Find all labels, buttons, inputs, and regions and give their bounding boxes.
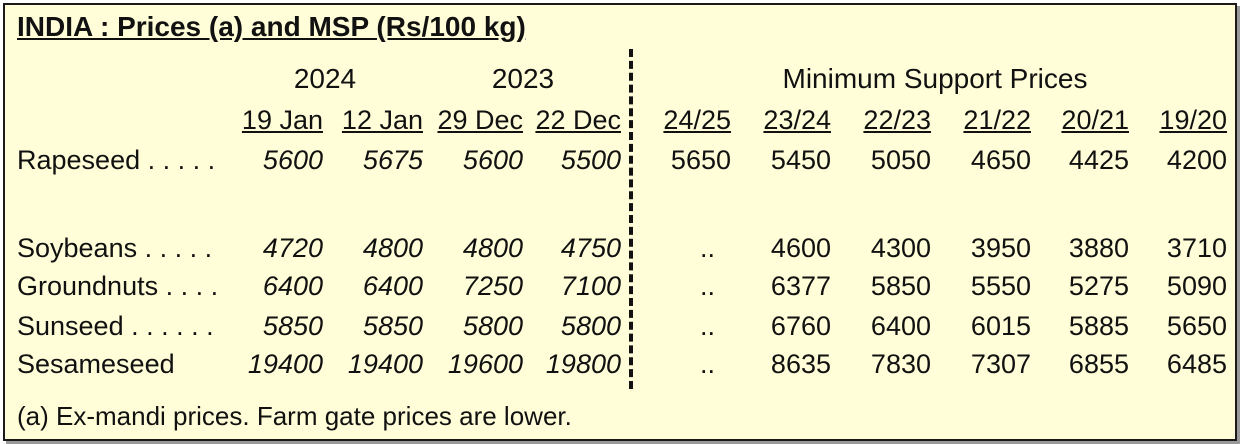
row-label: Soybeans . . . . . — [17, 233, 213, 263]
footnote: (a) Ex-mandi prices. Farm gate prices ar… — [17, 401, 572, 431]
price-cell: 4800 — [362, 233, 423, 263]
msp-cell: 6855 — [1068, 349, 1129, 379]
price-cell: 19400 — [347, 349, 423, 379]
price-cell: 19400 — [247, 349, 323, 379]
msp-cell: 7830 — [870, 349, 931, 379]
msp-column-header: 23/24 — [763, 105, 831, 135]
msp-cell: 4200 — [1166, 145, 1227, 175]
row-label: Sunseed . . . . . . — [17, 311, 214, 341]
msp-cell: 5050 — [870, 145, 931, 175]
msp-cell: 5650 — [670, 145, 731, 175]
price-cell: 5850 — [362, 311, 423, 341]
price-cell: 4800 — [462, 233, 523, 263]
row-label: Sesameseed — [17, 349, 175, 379]
price-cell: 4750 — [560, 233, 621, 263]
msp-cell: 4425 — [1068, 145, 1129, 175]
price-column-header: 12 Jan — [341, 105, 423, 135]
msp-cell: 3950 — [970, 233, 1031, 263]
price-cell: 5600 — [262, 145, 323, 175]
msp-cell: .. — [699, 311, 715, 341]
row-label: Rapeseed . . . . . — [17, 145, 216, 175]
price-cell: 6400 — [362, 271, 423, 301]
msp-cell: .. — [699, 233, 715, 263]
msp-cell: 6760 — [770, 311, 831, 341]
page-title: INDIA : Prices (a) and MSP (Rs/100 kg) — [17, 11, 526, 42]
msp-cell: 4650 — [970, 145, 1031, 175]
price-cell: 5800 — [462, 311, 523, 341]
price-column-header: 19 Jan — [241, 105, 323, 135]
msp-cell: 5275 — [1068, 271, 1129, 301]
column-divider — [629, 49, 633, 389]
price-cell: 5850 — [262, 311, 323, 341]
msp-cell: 4600 — [770, 233, 831, 263]
msp-cell: 6400 — [870, 311, 931, 341]
msp-cell: 6015 — [970, 311, 1031, 341]
price-cell: 6400 — [262, 271, 323, 301]
price-cell: 7100 — [560, 271, 621, 301]
msp-cell: 5650 — [1166, 311, 1227, 341]
msp-cell: 6377 — [770, 271, 831, 301]
msp-cell: 5850 — [870, 271, 931, 301]
msp-cell: 5550 — [970, 271, 1031, 301]
year-header: 2024 — [293, 63, 357, 94]
price-cell: 19800 — [545, 349, 621, 379]
msp-column-header: 19/20 — [1159, 105, 1227, 135]
msp-header: Minimum Support Prices — [782, 63, 1088, 94]
price-cell: 19600 — [447, 349, 523, 379]
price-cell: 5800 — [560, 311, 621, 341]
price-column-header: 29 Dec — [437, 105, 523, 135]
msp-column-header: 24/25 — [663, 105, 731, 135]
price-cell: 5600 — [462, 145, 523, 175]
price-cell: 5675 — [362, 145, 423, 175]
msp-cell: 4300 — [870, 233, 931, 263]
msp-cell: 3710 — [1166, 233, 1227, 263]
price-cell: 4720 — [262, 233, 323, 263]
msp-cell: 8635 — [770, 349, 831, 379]
msp-cell: .. — [699, 271, 715, 301]
msp-cell: 6485 — [1166, 349, 1227, 379]
price-cell: 7250 — [462, 271, 523, 301]
msp-cell: 5450 — [770, 145, 831, 175]
msp-cell: 5885 — [1068, 311, 1129, 341]
msp-column-header: 22/23 — [863, 105, 931, 135]
price-column-header: 22 Dec — [535, 105, 621, 135]
msp-cell: 7307 — [970, 349, 1031, 379]
msp-column-header: 20/21 — [1061, 105, 1129, 135]
msp-cell: 5090 — [1166, 271, 1227, 301]
msp-cell: .. — [699, 349, 715, 379]
row-label: Groundnuts . . . . — [17, 271, 219, 301]
price-table-panel: INDIA : Prices (a) and MSP (Rs/100 kg) 2… — [3, 3, 1237, 441]
price-cell: 5500 — [560, 145, 621, 175]
year-header: 2023 — [491, 63, 555, 94]
msp-column-header: 21/22 — [963, 105, 1031, 135]
msp-cell: 3880 — [1068, 233, 1129, 263]
